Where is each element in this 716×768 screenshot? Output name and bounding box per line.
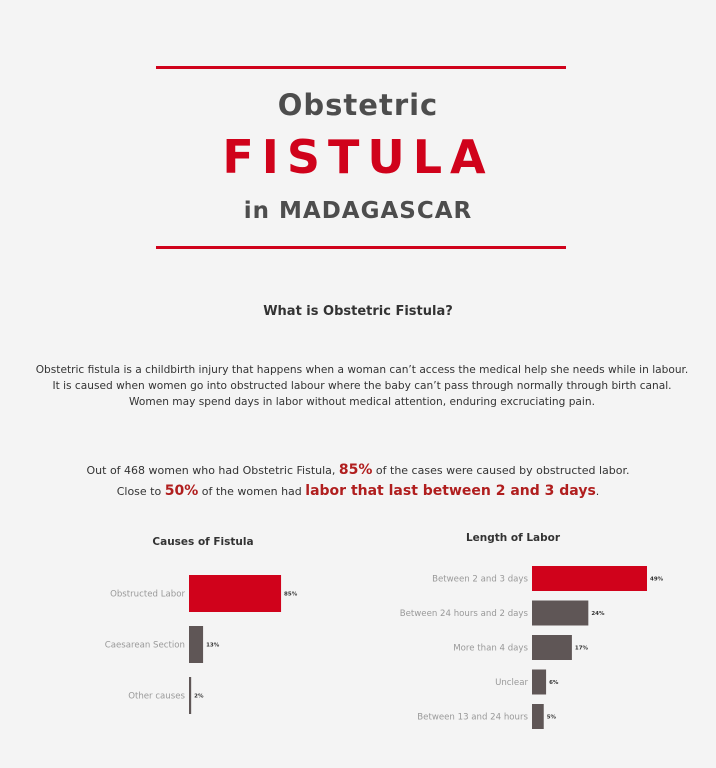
chart2-value-label-1: 24% [591, 611, 605, 617]
stat-line-2: Close to 50% of the women had labor that… [0, 483, 716, 499]
intro-paragraph: Obstetric fistula is a childbirth injury… [35, 364, 689, 408]
chart2-category-label-0: Between 2 and 3 days [432, 575, 528, 585]
chart1-bar-0 [189, 575, 282, 612]
chart1-category-label-0: Obstructed Labor [110, 590, 185, 600]
stat1-post: of the cases were caused by obstructed l… [375, 464, 630, 477]
stat1-pre: Out of 468 women who had Obstetric Fistu… [86, 464, 336, 477]
chart2-bar-4 [532, 704, 544, 729]
chart1-bar-2 [189, 677, 192, 714]
chart1-category-label-2: Other causes [128, 692, 185, 702]
title-line-2: FISTULA [222, 130, 494, 184]
chart2-bar-0 [532, 566, 648, 591]
stat2-post: . [595, 485, 600, 498]
chart2-category-label-4: Between 13 and 24 hours [417, 713, 528, 723]
chart2-bar-2 [532, 635, 572, 660]
chart1-value-label-1: 13% [206, 643, 220, 649]
stat2-pre: Close to [116, 485, 162, 498]
chart1-category-label-1: Caesarean Section [105, 641, 185, 651]
chart2-title: Length of Labor [465, 532, 561, 544]
intro-question: What is Obstetric Fistula? [263, 304, 453, 319]
chart2-category-label-3: Unclear [495, 678, 528, 688]
chart2-value-label-2: 17% [575, 646, 589, 652]
top-rule [156, 66, 566, 69]
stat2-highlight-2: labor that last between 2 and 3 days [305, 483, 596, 499]
chart2-value-label-0: 49% [650, 577, 664, 583]
chart2-value-label-3: 6% [549, 680, 559, 686]
title-line-1: Obstetric [277, 88, 439, 122]
chart2-category-label-2: More than 4 days [453, 644, 528, 654]
chart1-title: Causes of Fistula [152, 536, 254, 548]
chart2-bar-3 [532, 669, 547, 695]
bottom-rule [156, 246, 566, 249]
chart1-value-label-2: 2% [194, 694, 204, 700]
chart2-value-label-4: 5% [547, 715, 557, 721]
title-line-3: in MADAGASCAR [243, 198, 473, 224]
chart1-bar-1 [189, 626, 204, 663]
stat-line-1: Out of 468 women who had Obstetric Fistu… [0, 462, 716, 478]
stat2-mid: of the women had [201, 485, 302, 498]
stat2-highlight: 50% [164, 483, 199, 499]
chart2-bar-1 [532, 600, 589, 626]
chart2-category-label-1: Between 24 hours and 2 days [400, 609, 529, 619]
chart1-value-label-0: 85% [284, 592, 298, 598]
stat1-highlight: 85% [338, 462, 373, 478]
